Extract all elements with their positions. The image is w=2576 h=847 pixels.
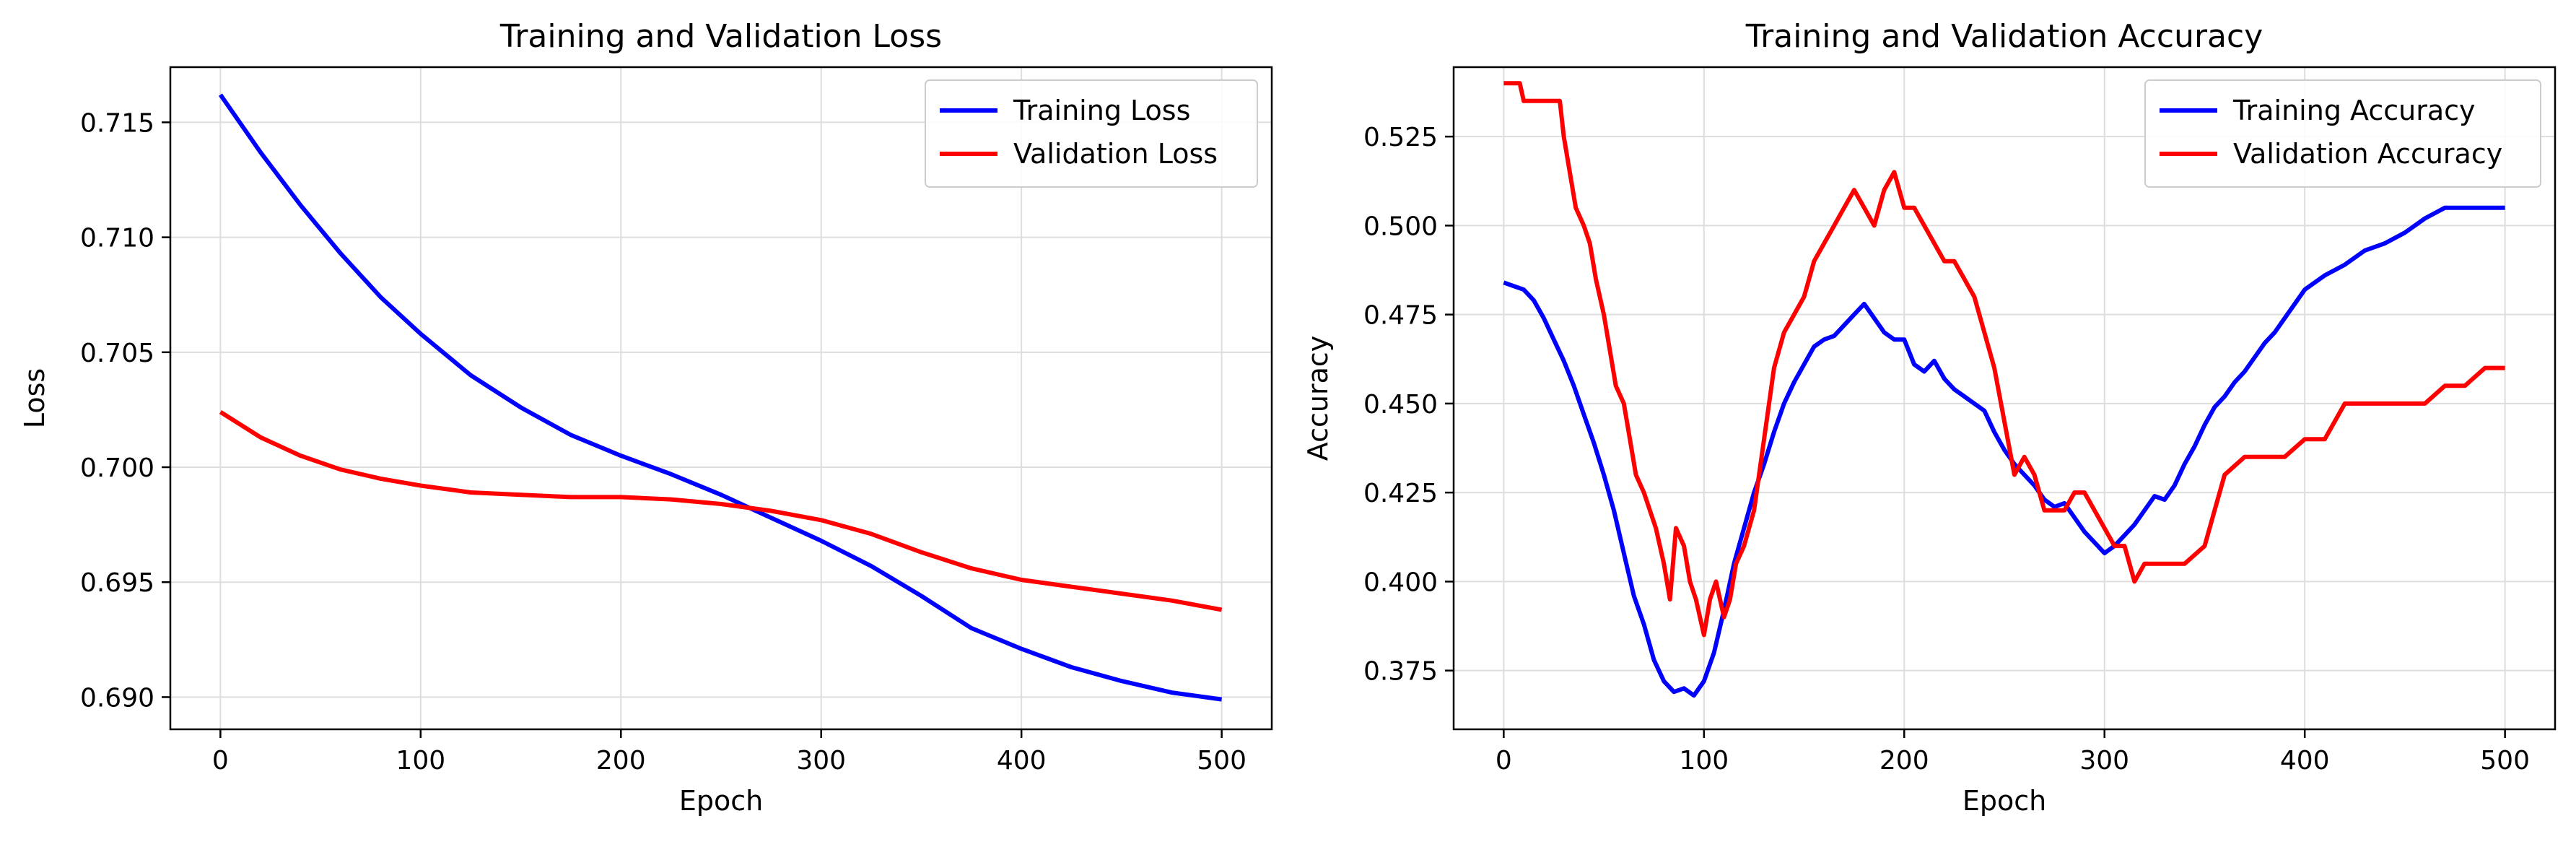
x-tick-label: 400: [997, 746, 1047, 776]
x-axis-label: Epoch: [1962, 785, 2046, 817]
y-tick-label: 0.425: [1363, 479, 1438, 508]
y-tick-label: 0.500: [1363, 212, 1438, 241]
y-tick-label: 0.715: [80, 108, 154, 138]
y-tick-label: 0.450: [1363, 390, 1438, 420]
loss-series-line-1: [219, 410, 1223, 612]
legend-entry-label: Training Loss: [1013, 95, 1190, 126]
y-tick-label: 0.710: [80, 224, 154, 253]
x-tick-label: 200: [596, 746, 646, 776]
accuracy-chart-title: Training and Validation Accuracy: [1745, 18, 2263, 55]
axes-frame: [169, 66, 1273, 731]
y-tick-label: 0.695: [80, 568, 154, 598]
x-tick-label: 0: [212, 746, 229, 776]
legend-entry-label: Validation Loss: [1013, 138, 1218, 170]
x-tick-label: 500: [1197, 746, 1246, 776]
loss-chart-title: Training and Validation Loss: [499, 18, 942, 55]
legend-entry-label: Training Accuracy: [2232, 95, 2476, 126]
y-tick-label: 0.375: [1363, 657, 1438, 687]
y-tick-label: 0.705: [80, 339, 154, 368]
loss-series-line-0: [218, 93, 1223, 702]
y-axis-label: Loss: [19, 368, 51, 428]
x-axis-label: Epoch: [679, 785, 763, 817]
x-tick-label: 300: [2079, 746, 2129, 776]
legend-box: [925, 79, 1258, 188]
x-tick-label: 400: [2280, 746, 2330, 776]
loss-chart-panel: 0 100 200 300 400 500 0.690 0.695 0.700 0.705 0.71…: [19, 18, 1273, 817]
x-tick-label: 500: [2480, 746, 2530, 776]
x-tick-label: 300: [796, 746, 846, 776]
accuracy-chart-panel: 0 100 200 300 400 500 0.375 0.400 0.425 0.450 0.47…: [1302, 18, 2557, 817]
axes-frame: [1452, 66, 2557, 731]
x-tick-label: 200: [1879, 746, 1929, 776]
y-tick-label: 0.700: [80, 453, 154, 483]
x-tick-label: 100: [1679, 746, 1729, 776]
x-tick-label: 100: [396, 746, 445, 776]
accuracy-series-line-1: [1503, 81, 2505, 638]
y-axis-label: Accuracy: [1302, 336, 1334, 461]
legend-entry-label: Validation Accuracy: [2233, 138, 2502, 170]
x-tick-label: 0: [1496, 746, 1512, 776]
y-tick-label: 0.525: [1363, 123, 1438, 152]
accuracy-series-line-0: [1503, 205, 2505, 698]
legend-box: [2144, 79, 2541, 188]
y-tick-label: 0.400: [1363, 568, 1438, 597]
y-tick-label: 0.690: [80, 683, 154, 713]
y-tick-label: 0.475: [1363, 301, 1438, 331]
